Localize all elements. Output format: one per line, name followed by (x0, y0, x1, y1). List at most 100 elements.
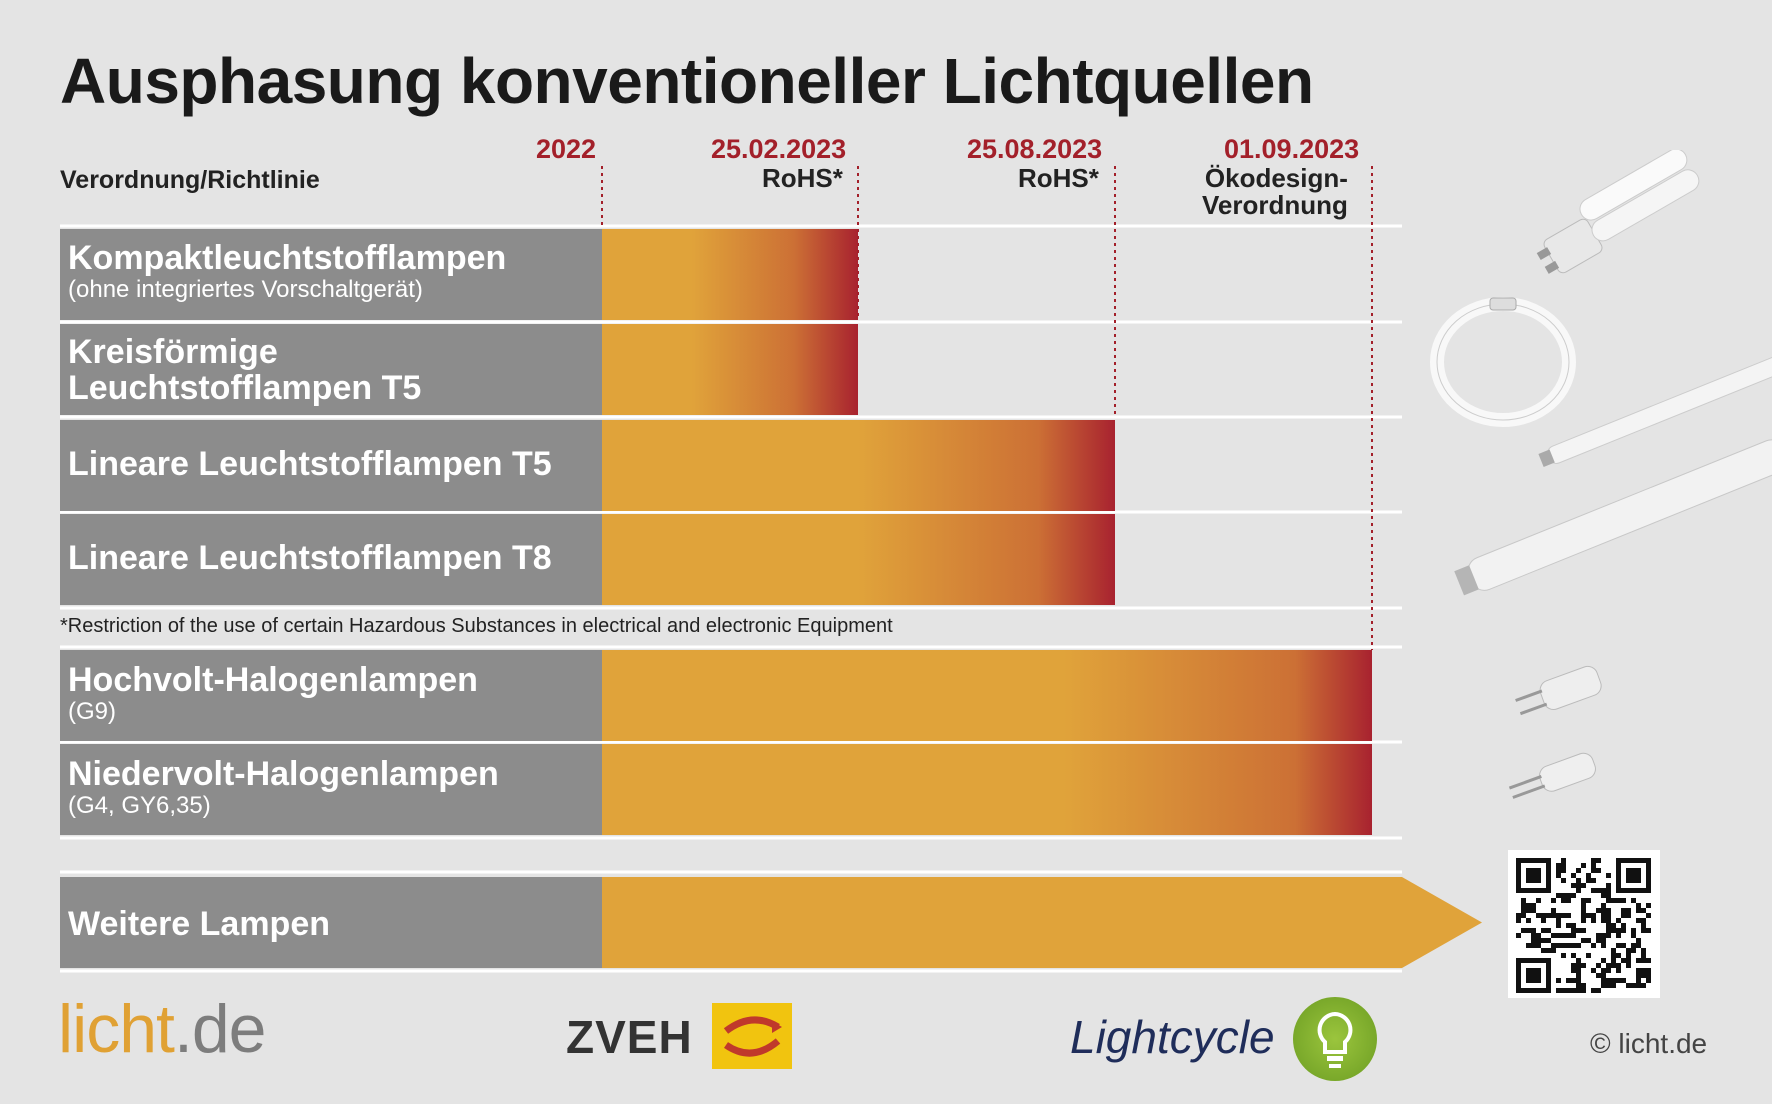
zveh-logo-text: ZVEH (566, 1011, 693, 1063)
qr-module (1646, 968, 1651, 973)
qr-module (1546, 928, 1551, 933)
row-main: Niedervolt-Halogenlampen (68, 755, 499, 793)
qr-module (1566, 978, 1571, 983)
row-label-bg (60, 324, 602, 415)
milestone-reg-1: RoHS* (762, 163, 843, 193)
qr-module (1576, 958, 1581, 963)
row-main: Lineare Leuchtstofflampen T5 (68, 445, 552, 483)
qr-module (1596, 963, 1601, 968)
qr-module (1601, 938, 1606, 943)
qr-module (1561, 858, 1566, 863)
qr-module (1601, 968, 1606, 973)
qr-module (1596, 973, 1601, 978)
phaseout-bar (602, 514, 1115, 605)
qr-module (1616, 953, 1621, 958)
g4-halogen-icon (1508, 752, 1596, 799)
qr-module (1636, 978, 1641, 983)
qr-module (1626, 908, 1631, 913)
qr-module (1641, 918, 1646, 923)
qr-module (1631, 948, 1636, 953)
page-title: Ausphasung konventioneller Lichtquellen (60, 45, 1314, 117)
qr-module (1636, 943, 1641, 948)
qr-module (1606, 873, 1611, 878)
qr-module (1531, 933, 1536, 938)
milestone-date-1: 25.02.2023 (711, 134, 847, 164)
qr-module (1566, 943, 1571, 948)
qr-module (1606, 923, 1611, 928)
milestone-date-2: 25.08.2023 (967, 134, 1103, 164)
qr-module (1616, 898, 1621, 903)
qr-module (1581, 963, 1586, 968)
qr-module (1606, 883, 1611, 888)
qr-finder-core (1526, 968, 1541, 983)
qr-module (1521, 898, 1526, 903)
qr-module (1636, 938, 1641, 943)
milestone-markers (601, 166, 1373, 650)
qr-module (1621, 928, 1626, 933)
qr-module (1586, 878, 1591, 883)
qr-module (1526, 918, 1531, 923)
qr-module (1641, 908, 1646, 913)
qr-module (1601, 908, 1606, 913)
qr-code-icon (1508, 850, 1660, 998)
row-sub: (ohne integriertes Vorschaltgerät) (68, 276, 423, 303)
qr-module (1636, 918, 1641, 923)
qr-module (1571, 923, 1576, 928)
qr-module (1561, 913, 1566, 918)
row-label-bg (60, 514, 602, 605)
qr-module (1576, 928, 1581, 933)
qr-module (1621, 913, 1626, 918)
qr-module (1596, 938, 1601, 943)
qr-module (1601, 918, 1606, 923)
qr-module (1621, 898, 1626, 903)
qr-module (1571, 953, 1576, 958)
qr-module (1601, 973, 1606, 978)
qr-module (1536, 943, 1541, 948)
qr-module (1576, 883, 1581, 888)
milestone-reg-2: RoHS* (1018, 163, 1099, 193)
qr-module (1611, 978, 1616, 983)
qr-module (1581, 903, 1586, 908)
qr-module (1586, 953, 1591, 958)
qr-module (1551, 948, 1556, 953)
qr-module (1591, 858, 1596, 863)
qr-module (1611, 898, 1616, 903)
qr-module (1526, 928, 1531, 933)
t8-tube-icon (1454, 439, 1772, 596)
qr-module (1601, 888, 1606, 893)
qr-module (1571, 933, 1576, 938)
qr-module (1641, 958, 1646, 963)
qr-module (1606, 898, 1611, 903)
qr-module (1556, 988, 1561, 993)
qr-module (1536, 933, 1541, 938)
qr-module (1556, 868, 1561, 873)
qr-module (1546, 938, 1551, 943)
qr-module (1616, 968, 1621, 973)
row-label-nv-halogen: Niedervolt-Halogenlampen (G4, GY6,35) (68, 756, 499, 820)
qr-module (1561, 868, 1566, 873)
qr-module (1606, 968, 1611, 973)
qr-module (1611, 953, 1616, 958)
qr-module (1646, 928, 1651, 933)
qr-module (1636, 908, 1641, 913)
qr-module (1556, 863, 1561, 868)
qr-module (1586, 898, 1591, 903)
qr-module (1641, 983, 1646, 988)
qr-module (1641, 973, 1646, 978)
qr-module (1596, 888, 1601, 893)
qr-module (1581, 863, 1586, 868)
qr-module (1586, 873, 1591, 878)
qr-module (1631, 928, 1636, 933)
row-sub: (G4, GY6,35) (68, 792, 211, 819)
qr-module (1566, 988, 1571, 993)
qr-module (1551, 933, 1556, 938)
qr-module (1606, 913, 1611, 918)
qr-module (1631, 983, 1636, 988)
lightcycle-logo-icon (1293, 997, 1377, 1081)
row-main: Kompaktleuchtstofflampen (68, 239, 507, 277)
qr-module (1571, 963, 1576, 968)
row-label-hv-halogen: Hochvolt-Halogenlampen (G9) (68, 662, 478, 726)
qr-module (1606, 908, 1611, 913)
qr-module (1601, 958, 1606, 963)
qr-module (1646, 973, 1651, 978)
